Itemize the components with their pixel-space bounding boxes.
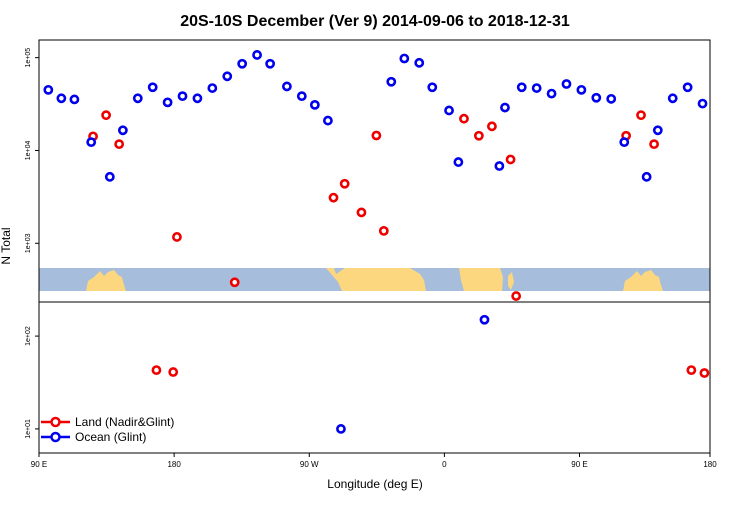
- land-madagascar: [508, 272, 514, 290]
- data-point: [641, 171, 652, 182]
- data-point: [222, 71, 233, 82]
- data-point: [667, 93, 678, 104]
- legend-label-land: Land (Nadir&Glint): [75, 415, 174, 429]
- data-point: [237, 58, 248, 69]
- legend: Land (Nadir&Glint) Ocean (Glint): [41, 415, 174, 444]
- data-point: [546, 88, 557, 99]
- data-point: [378, 225, 389, 236]
- x-tick-label: 90 E: [31, 460, 47, 469]
- data-point: [699, 368, 710, 378]
- x-tick-label: 0: [442, 460, 447, 469]
- data-point: [252, 50, 262, 60]
- data-point: [473, 130, 484, 141]
- data-point: [132, 93, 143, 104]
- land-africa: [459, 268, 503, 291]
- data-point: [265, 58, 276, 69]
- data-point: [229, 277, 240, 288]
- data-point: [649, 139, 659, 150]
- data-point: [371, 130, 382, 141]
- data-point: [511, 291, 522, 301]
- axes: 90 E 180 90 W 0 90 E 180 1e+01 1e+02 1e+03 1e+04 1…: [25, 48, 717, 469]
- data-point: [328, 192, 339, 203]
- land-australia-1: [86, 270, 126, 291]
- legend-item-land: Land (Nadir&Glint): [41, 415, 174, 429]
- data-point: [697, 98, 708, 109]
- x-axis-label: Longitude (deg E): [327, 477, 422, 491]
- data-point: [56, 93, 67, 104]
- y-tick-label: 1e+04: [25, 141, 32, 161]
- data-point: [516, 82, 527, 93]
- x-tick-label: 180: [167, 460, 181, 469]
- data-point: [172, 232, 182, 242]
- data-point: [682, 82, 693, 93]
- legend-swatch-land-marker: [50, 416, 61, 428]
- data-point: [591, 92, 602, 103]
- data-point: [619, 137, 630, 148]
- land-south-america: [326, 268, 426, 291]
- data-point: [494, 161, 505, 171]
- data-point: [192, 93, 203, 104]
- series-layer: [43, 50, 710, 434]
- plot-frame: [38, 39, 711, 454]
- data-point: [576, 84, 587, 95]
- data-point: [43, 84, 54, 95]
- data-point: [336, 424, 346, 434]
- data-point: [104, 171, 115, 182]
- data-point: [339, 178, 350, 189]
- data-point: [296, 91, 307, 102]
- data-point: [162, 97, 173, 108]
- data-point: [500, 102, 510, 113]
- x-tick-label: 180: [703, 460, 717, 469]
- data-point: [323, 115, 333, 126]
- data-point: [281, 81, 292, 92]
- data-point: [399, 53, 410, 64]
- legend-swatch-ocean-marker: [50, 431, 61, 443]
- data-point: [531, 83, 542, 93]
- land-australia-2: [623, 270, 663, 291]
- data-point: [177, 91, 188, 102]
- data-point: [114, 139, 125, 150]
- data-point: [86, 137, 97, 148]
- y-tick-label: 1e+03: [25, 233, 32, 253]
- data-point: [168, 367, 179, 377]
- data-point: [356, 207, 367, 218]
- chart-title: 20S-10S December (Ver 9) 2014-09-06 to 2…: [180, 13, 570, 30]
- y-tick-label: 1e+05: [25, 48, 32, 68]
- x-tick-label: 90 E: [571, 460, 587, 469]
- data-point: [444, 105, 454, 116]
- data-point: [151, 365, 162, 376]
- legend-label-ocean: Ocean (Glint): [75, 430, 146, 444]
- data-point: [207, 83, 218, 93]
- data-point: [487, 121, 497, 132]
- data-point: [652, 125, 663, 136]
- series-land: [88, 110, 710, 378]
- data-point: [309, 99, 320, 110]
- data-point: [386, 76, 397, 87]
- y-tick-label: 1e+01: [25, 419, 32, 439]
- data-point: [459, 113, 469, 124]
- data-point: [427, 82, 438, 93]
- world-map-strip: [39, 268, 710, 291]
- data-point: [414, 57, 425, 68]
- data-point: [636, 110, 646, 121]
- y-axis-label: N Total: [0, 227, 13, 264]
- data-point: [147, 82, 158, 93]
- data-point: [479, 314, 490, 325]
- data-point: [453, 157, 464, 167]
- data-point: [69, 94, 80, 105]
- series-ocean: [43, 50, 708, 434]
- data-point: [505, 154, 516, 165]
- data-point: [101, 110, 111, 121]
- y-tick-label: 1e+02: [25, 326, 32, 346]
- data-point: [561, 79, 572, 89]
- legend-item-ocean: Ocean (Glint): [41, 430, 146, 444]
- x-tick-label: 90 W: [300, 460, 319, 469]
- data-point: [686, 365, 697, 376]
- data-point: [606, 93, 617, 104]
- data-point: [117, 125, 128, 136]
